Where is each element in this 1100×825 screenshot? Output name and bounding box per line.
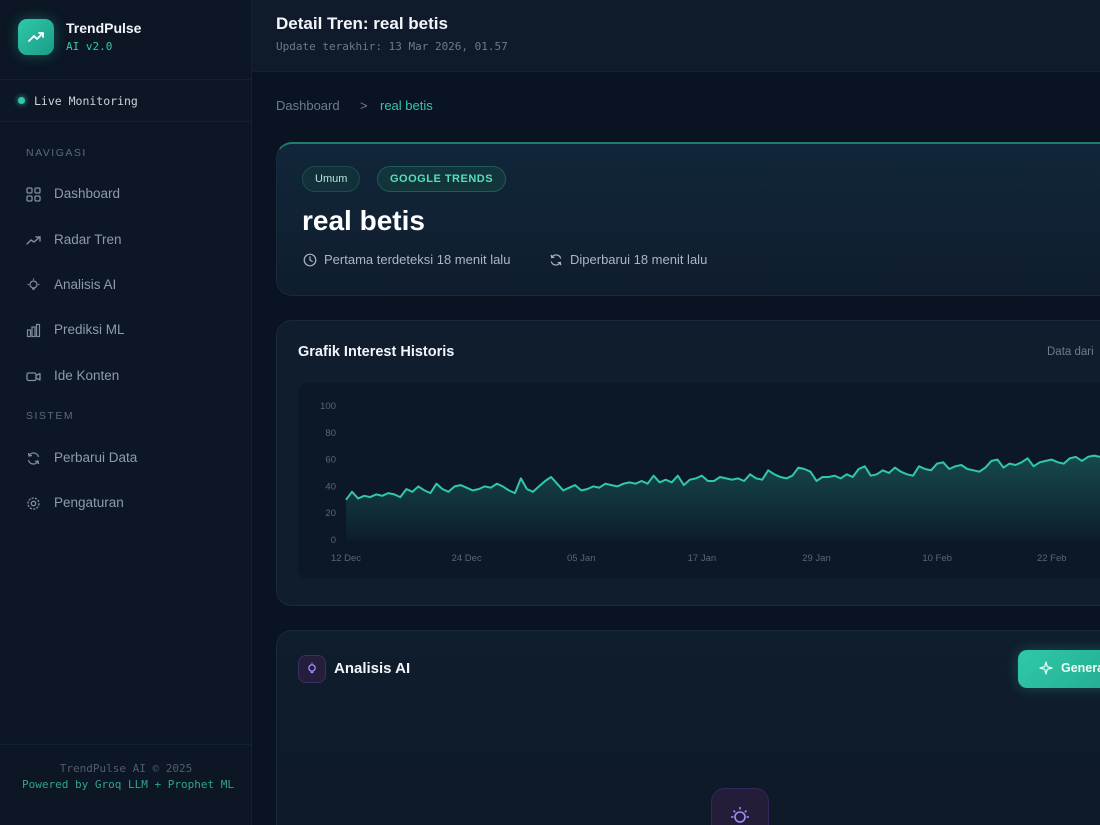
- top-bar: [252, 0, 1100, 72]
- page-title: Detail Tren: real betis: [276, 14, 448, 33]
- x-tick-label: 24 Dec: [452, 553, 482, 564]
- lightbulb-icon: [731, 807, 749, 823]
- brand-name: TrendPulse: [66, 20, 142, 36]
- y-tick-label: 40: [325, 481, 336, 492]
- live-indicator-dot: [18, 97, 25, 104]
- sidebar-item-label: Analisis AI: [54, 277, 117, 292]
- sidebar-item-label: Ide Konten: [54, 368, 120, 383]
- live-status-label: Live Monitoring: [34, 94, 138, 108]
- breadcrumb-separator: >: [360, 98, 368, 113]
- sidebar: [0, 0, 252, 825]
- brand-logo-icon[interactable]: [18, 19, 54, 55]
- chart-title: Grafik Interest Historis: [298, 344, 455, 360]
- refresh-icon: [550, 254, 562, 266]
- system-section-label: SISTEM: [26, 410, 75, 422]
- sidebar-item-label: Dashboard: [54, 186, 121, 201]
- sidebar-footer: [0, 744, 252, 825]
- generate-button-label: Generate: [1061, 661, 1100, 675]
- generate-analysis-button[interactable]: [1018, 650, 1100, 688]
- sidebar-item-label: Pengaturan: [54, 495, 124, 510]
- sidebar-item-label: Radar Tren: [54, 232, 122, 247]
- footer-copyright: TrendPulse AI © 2025: [59, 762, 193, 775]
- x-tick-label: 22 Feb: [1037, 553, 1067, 564]
- y-tick-label: 20: [325, 508, 336, 519]
- first-detected-text: Pertama terdeteksi 18 menit lalu: [324, 252, 511, 267]
- sidebar-item-pengaturan[interactable]: Pengaturan: [14, 485, 238, 521]
- x-tick-label: 29 Jan: [802, 553, 831, 564]
- x-tick-label: 12 Dec: [331, 553, 361, 564]
- y-tick-label: 60: [325, 455, 336, 466]
- video-icon: [26, 372, 41, 382]
- breadcrumb-home-link[interactable]: Dashboard: [276, 98, 340, 113]
- breadcrumb-current: real betis: [380, 98, 433, 113]
- gear-icon: [27, 497, 40, 510]
- sidebar-item-label: Perbarui Data: [54, 450, 138, 465]
- sidebar-item-analisis-ai[interactable]: Analisis AI: [14, 267, 238, 303]
- x-tick-label: 05 Jan: [567, 553, 596, 564]
- bar-chart-icon: [26, 323, 41, 338]
- sidebar-item-dashboard[interactable]: Dashboard: [14, 176, 238, 212]
- category-badge: Umum: [302, 166, 361, 192]
- x-tick-label: 10 Feb: [922, 553, 952, 564]
- chart-source-note: Data dari: [1047, 346, 1094, 358]
- page-subtitle: Update terakhir: 13 Mar 2026, 01.57: [276, 40, 508, 53]
- sidebar-item-ide-konten[interactable]: Ide Konten: [14, 358, 238, 394]
- interest-chart: 0 20 40 60 80 100 12 Dec 24 Dec 05 Jan 17 Jan 29 J…: [320, 401, 1100, 564]
- sidebar-item-radar-tren[interactable]: Radar Tren: [14, 222, 238, 258]
- footer-powered-by: Powered by Groq LLM + Prophet ML: [22, 778, 234, 791]
- source-badge: GOOGLE TRENDS: [377, 166, 507, 192]
- clock-icon: [303, 253, 317, 267]
- lightbulb-icon: [27, 278, 40, 290]
- y-tick-label: 100: [320, 401, 336, 412]
- refresh-icon: [27, 452, 40, 465]
- nav-section-label: NAVIGASI: [26, 147, 87, 159]
- ai-section-title: Analisis AI: [334, 660, 411, 677]
- live-status-bar: [0, 80, 252, 122]
- last-updated-text: Diperbarui 18 menit lalu: [570, 252, 708, 267]
- x-tick-label: 17 Jan: [688, 553, 717, 564]
- trend-title: real betis: [302, 205, 425, 236]
- grid-icon: [26, 187, 41, 202]
- sidebar-item-prediksi-ml[interactable]: Prediksi ML: [14, 312, 238, 348]
- series-line: [345, 454, 1100, 501]
- ai-analysis-card: [276, 630, 1100, 825]
- ai-empty-state-icon: [711, 788, 769, 825]
- series-area: [346, 455, 1100, 540]
- y-tick-label: 80: [325, 428, 336, 439]
- trending-up-icon: [26, 236, 41, 245]
- brand-version: AI v2.0: [66, 40, 113, 53]
- sidebar-item-perbarui-data[interactable]: Perbarui Data: [14, 440, 238, 476]
- y-tick-label: 0: [331, 535, 336, 546]
- sidebar-item-label: Prediksi ML: [54, 322, 125, 337]
- brand-header: [0, 0, 252, 80]
- trending-up-icon: [28, 32, 44, 42]
- lightbulb-icon: [308, 662, 316, 674]
- sparkle-icon: [1039, 661, 1053, 675]
- ai-section-icon: [298, 655, 326, 683]
